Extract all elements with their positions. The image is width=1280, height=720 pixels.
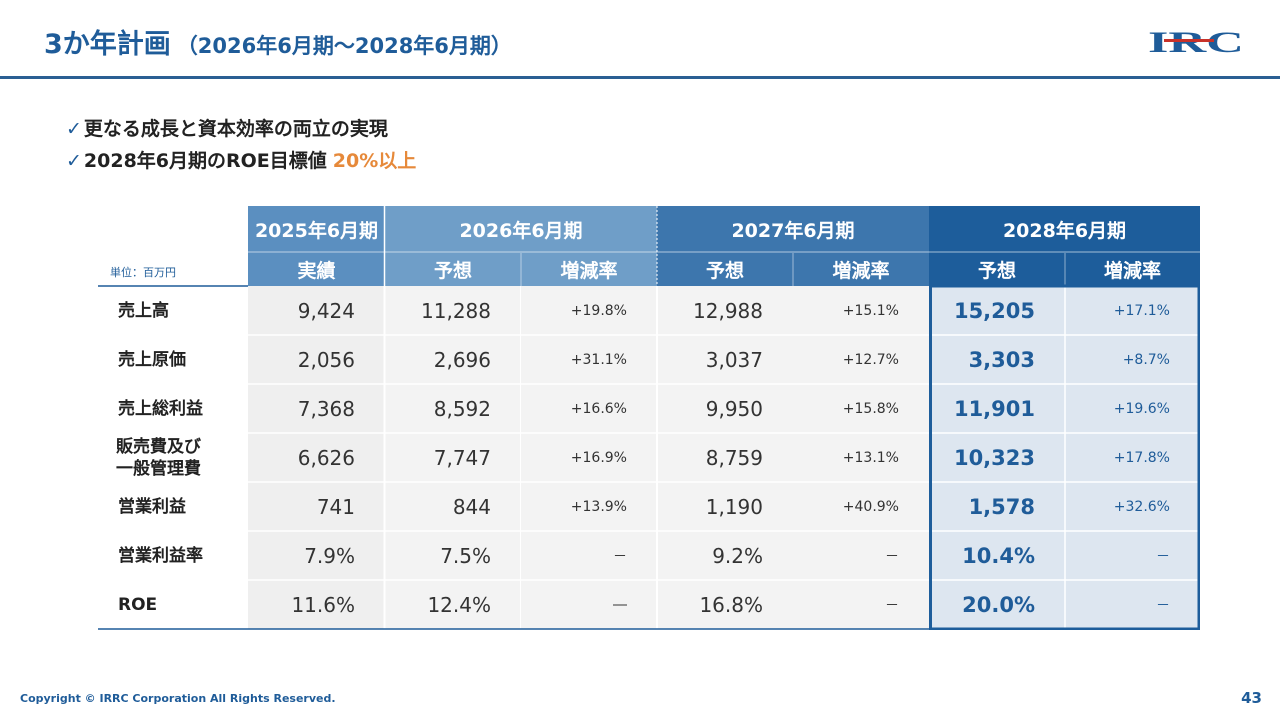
key-points: ✓ 更なる成長と資本効率の両立の実現 ✓ 2028年6月期のROE目標値 20%以上	[66, 113, 416, 177]
bullet-text: 更なる成長と資本効率の両立の実現	[83, 118, 388, 140]
unit-label: 単位：百万円	[110, 266, 176, 279]
period-2027-header: 2027年6月期	[731, 219, 855, 242]
value-cell: 11.6%	[291, 592, 355, 617]
check-icon: ✓	[66, 118, 82, 140]
value-cell: 844	[452, 494, 491, 519]
value-cell: 9,950	[705, 396, 763, 421]
change-cell: －	[885, 548, 899, 565]
change-cell: +8.7%	[1122, 351, 1170, 368]
bullet-text: 2028年6月期のROE目標値	[83, 150, 327, 172]
change-cell: +13.1%	[842, 449, 899, 466]
page-number: 43	[1241, 689, 1262, 707]
subheader-actual: 実績	[297, 259, 336, 282]
value-cell: 20.0%	[962, 592, 1035, 617]
change-cell: +17.1%	[1113, 302, 1170, 319]
subheader-forecast: 予想	[433, 259, 472, 282]
value-cell: 9,424	[297, 298, 355, 323]
page-title: 3か年計画 （2026年6月期～2028年6月期）	[44, 22, 512, 61]
plan-table: 単位：百万円 2025年6月期 2026年6月期 2027年6月期 2028年6月期実績…	[98, 206, 1200, 630]
roe-target-highlight: 20%以上	[332, 150, 417, 172]
value-cell: 6,626	[297, 445, 355, 470]
value-cell: 9.2%	[712, 543, 763, 568]
bullet-growth: ✓ 更なる成長と資本効率の両立の実現	[66, 113, 416, 145]
value-cell: 7,747	[433, 445, 491, 470]
subheader-change-rate: 増減率	[560, 259, 618, 282]
value-cell: 8,759	[705, 445, 763, 470]
value-cell: 10,323	[953, 445, 1035, 470]
change-cell: －	[613, 548, 627, 565]
change-cell: －	[1156, 597, 1170, 614]
row-label-sga-expenses: 販売費及び 一般管理費	[98, 433, 248, 482]
value-cell: 3,037	[705, 347, 763, 372]
copyright: Copyright © IRRC Corporation All Rights …	[20, 692, 336, 705]
subheader-forecast: 予想	[705, 259, 744, 282]
value-cell: 7.5%	[440, 543, 491, 568]
change-cell: +40.9%	[842, 498, 899, 515]
row-label-cost-of-sales: 売上原価	[118, 349, 186, 370]
subheader-change-rate: 増減率	[1103, 259, 1161, 282]
subheader-change-rate: 増減率	[832, 259, 890, 282]
value-cell: 12.4%	[427, 592, 491, 617]
plan-table-bg	[98, 206, 1200, 630]
change-cell: +19.8%	[570, 302, 627, 319]
row-label-net-sales: 売上高	[118, 300, 169, 321]
value-cell: 2,696	[433, 347, 491, 372]
change-cell: ―	[613, 596, 627, 613]
change-cell: +32.6%	[1113, 498, 1170, 515]
change-cell: +19.6%	[1113, 400, 1170, 417]
change-cell: +17.8%	[1113, 449, 1170, 466]
bullet-roe-target: ✓ 2028年6月期のROE目標値 20%以上	[66, 145, 416, 177]
change-cell: －	[885, 597, 899, 614]
change-cell: +15.1%	[842, 302, 899, 319]
irc-logo: IRC	[1148, 26, 1244, 58]
value-cell: 3,303	[968, 347, 1035, 372]
value-cell: 7.9%	[304, 543, 355, 568]
row-label-line1: 販売費及び	[116, 436, 201, 457]
period-2025-header: 2025年6月期	[254, 219, 379, 242]
row-label-line2: 一般管理費	[116, 458, 201, 479]
period-2026-header: 2026年6月期	[459, 219, 583, 242]
row-label-gross-profit: 売上総利益	[118, 398, 203, 419]
value-cell: 12,988	[693, 298, 763, 323]
value-cell: 16.8%	[699, 592, 763, 617]
row-label-operating-margin: 営業利益率	[118, 545, 203, 566]
value-cell: 2,056	[297, 347, 355, 372]
change-cell: +15.8%	[842, 400, 899, 417]
header-rule	[0, 76, 1280, 79]
value-cell: 10.4%	[962, 543, 1035, 568]
value-cell: 1,578	[968, 494, 1035, 519]
title-main: 3か年計画	[44, 29, 171, 60]
change-cell: +16.6%	[570, 400, 627, 417]
check-icon: ✓	[66, 150, 82, 172]
change-cell: +16.9%	[570, 449, 627, 466]
title-period: （2026年6月期～2028年6月期）	[176, 34, 512, 58]
row-label-operating-profit: 営業利益	[118, 496, 186, 517]
value-cell: 1,190	[705, 494, 763, 519]
value-cell: 8,592	[433, 396, 491, 421]
change-cell: +31.1%	[570, 351, 627, 368]
value-cell: 741	[316, 494, 355, 519]
subheader-forecast: 予想	[977, 259, 1016, 282]
value-cell: 11,288	[421, 298, 491, 323]
value-cell: 7,368	[297, 396, 355, 421]
value-cell: 15,205	[953, 298, 1035, 323]
change-cell: －	[1156, 548, 1170, 565]
change-cell: +12.7%	[842, 351, 899, 368]
value-cell: 11,901	[953, 396, 1035, 421]
change-cell: +13.9%	[570, 498, 627, 515]
row-label-roe: ROE	[118, 594, 158, 615]
period-2028-header: 2028年6月期	[1002, 219, 1127, 242]
